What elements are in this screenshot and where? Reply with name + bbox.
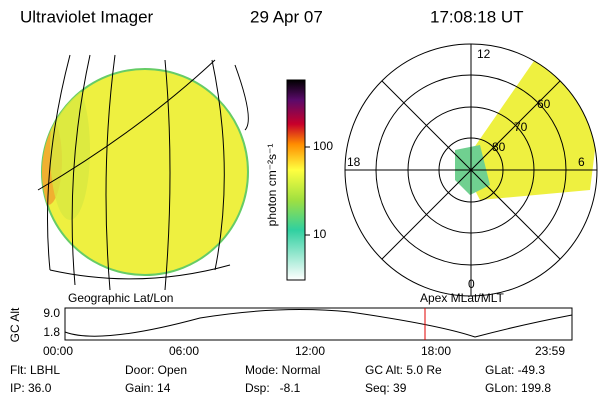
- earth-image: [37, 54, 249, 291]
- hour-label: 18: [347, 155, 361, 169]
- footer-field: GLon: 199.8: [485, 381, 551, 395]
- x-tick-label: 23:59: [535, 344, 565, 358]
- footer-field: IP: 36.0: [10, 381, 52, 395]
- colorbar-unit: photon cm⁻²s⁻¹: [265, 144, 279, 227]
- colorbar: 100 10 photon cm⁻²s⁻¹: [265, 79, 333, 281]
- axis-label: GC Alt: [8, 307, 22, 342]
- hour-label: 6: [578, 155, 585, 169]
- header: Ultraviolet Imager 29 Apr 07 17:08:18 UT: [20, 7, 524, 26]
- colorbar-tick: 100: [313, 139, 333, 153]
- x-tick-label: 00:00: [43, 344, 73, 358]
- x-tick-label: 06:00: [169, 344, 199, 358]
- footer: Flt: LBHL Door: Open Mode: Normal GC Alt: 5…: [10, 363, 551, 395]
- lat-label: 70: [514, 120, 528, 134]
- footer-field: Gain: 14: [125, 381, 171, 395]
- footer-field: Seq: 39: [365, 381, 407, 395]
- date: 29 Apr 07: [250, 7, 323, 26]
- footer-field: Dsp: -8.1: [245, 381, 301, 395]
- polar-plot: 12 18 6 0 60 70 80: [344, 43, 598, 297]
- y-tick-label: 1.8: [43, 325, 60, 339]
- lat-label: 60: [537, 97, 551, 111]
- hour-label: 12: [477, 47, 491, 61]
- x-tick-label: 18:00: [421, 344, 451, 358]
- orbit-strip: Geographic Lat/Lon Apex MLat/MLT GC Alt …: [8, 291, 573, 358]
- hour-label: 0: [468, 277, 475, 291]
- time: 17:08:18 UT: [430, 7, 524, 26]
- footer-field: GC Alt: 5.0 Re: [365, 363, 442, 377]
- x-tick-label: 12:00: [295, 344, 325, 358]
- footer-field: Flt: LBHL: [10, 363, 60, 377]
- footer-field: Door: Open: [125, 363, 187, 377]
- title: Ultraviolet Imager: [20, 7, 154, 26]
- footer-field: GLat: -49.3: [485, 363, 545, 377]
- y-tick-label: 9.0: [43, 306, 60, 320]
- colorbar-tick: 10: [313, 227, 327, 241]
- frame-label: Apex MLat/MLT: [420, 291, 504, 305]
- frame-label: Geographic Lat/Lon: [68, 291, 173, 305]
- footer-field: Mode: Normal: [245, 363, 320, 377]
- lat-label: 80: [492, 140, 506, 154]
